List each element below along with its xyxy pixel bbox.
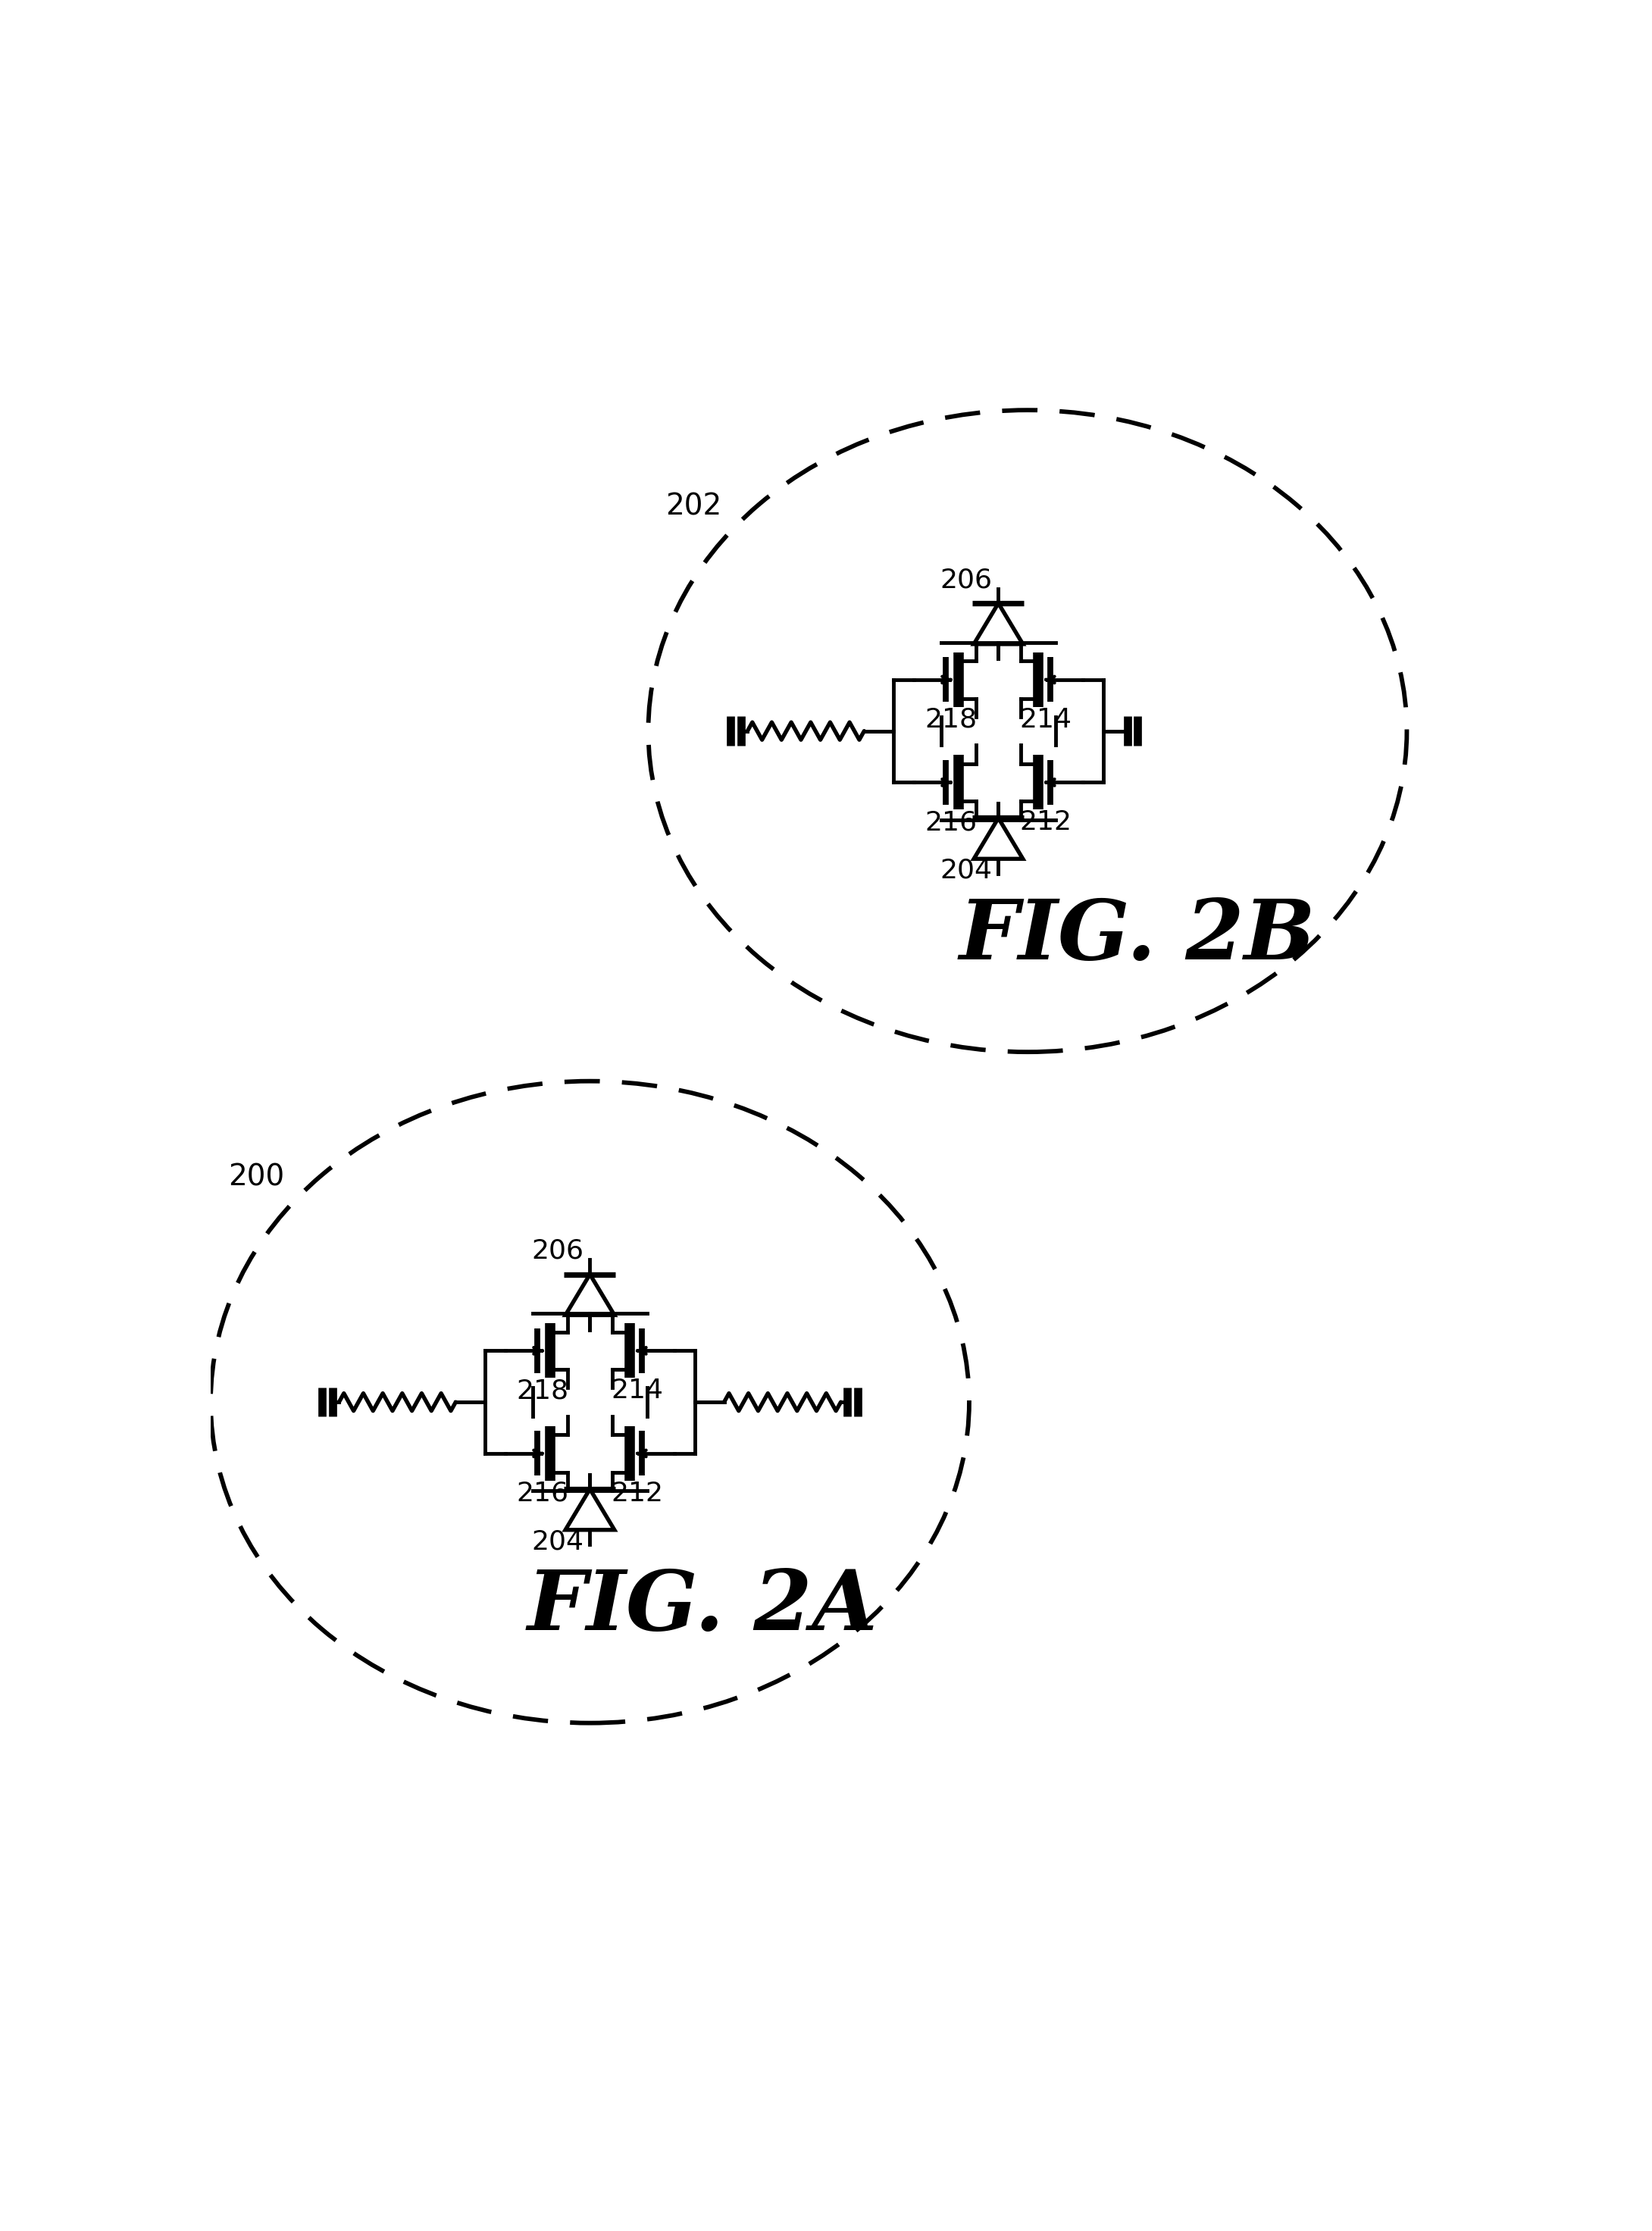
- Text: 204: 204: [532, 1528, 585, 1555]
- Text: 206: 206: [532, 1238, 585, 1263]
- Text: 216: 216: [925, 810, 976, 834]
- Text: 212: 212: [1019, 810, 1072, 834]
- Text: 218: 218: [517, 1379, 568, 1403]
- Text: 218: 218: [925, 707, 978, 732]
- Text: FIG. 2A: FIG. 2A: [527, 1566, 879, 1649]
- Text: 206: 206: [940, 567, 993, 593]
- Text: 200: 200: [228, 1162, 284, 1191]
- Text: 216: 216: [517, 1481, 568, 1506]
- Text: 212: 212: [611, 1481, 664, 1506]
- Text: 202: 202: [666, 493, 722, 520]
- Text: FIG. 2B: FIG. 2B: [960, 895, 1315, 977]
- Text: 214: 214: [611, 1379, 664, 1403]
- Text: 204: 204: [940, 857, 993, 883]
- Text: 214: 214: [1019, 707, 1072, 732]
